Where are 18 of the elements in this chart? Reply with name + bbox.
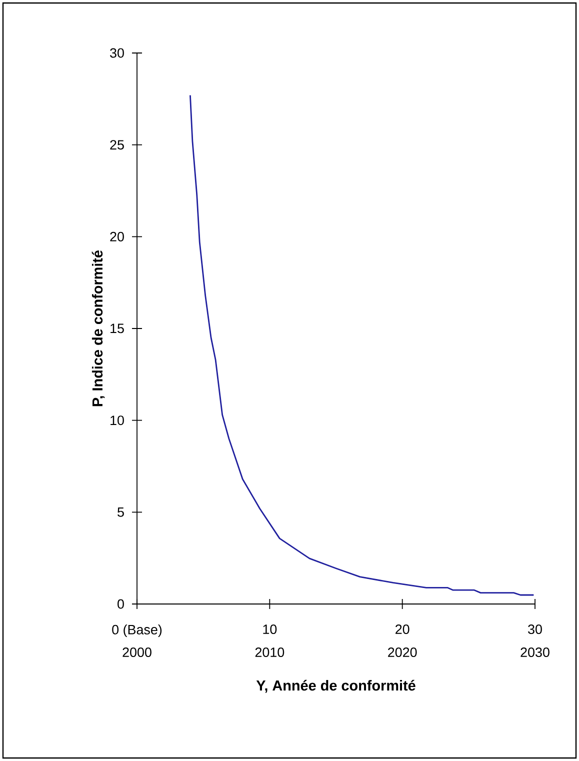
x-tick-label: 0 (Base)	[112, 624, 162, 638]
y-tick-label: 0	[118, 599, 124, 609]
y-tick-label: 10	[110, 416, 124, 426]
y-tick-label: 25	[110, 140, 124, 150]
x2-tick-label: 2010	[255, 648, 284, 658]
y-tick-label: 30	[110, 48, 124, 58]
x-tick-label: 30	[528, 624, 542, 634]
y-tick-label: 20	[110, 232, 124, 242]
line-series	[190, 94, 534, 596]
x-axis-title: Y, Année de conformité	[256, 680, 416, 693]
x2-tick-label: 2030	[520, 648, 550, 658]
y-tick-label: 5	[118, 507, 124, 517]
y-axis-title: P, Indice de conformité	[92, 250, 105, 406]
x2-tick-label: 2000	[122, 648, 152, 658]
x-tick-label: 10	[263, 624, 277, 634]
x-tick-label: 20	[396, 624, 410, 634]
y-tick-label: 15	[110, 324, 124, 334]
x2-tick-label: 2020	[388, 648, 417, 658]
